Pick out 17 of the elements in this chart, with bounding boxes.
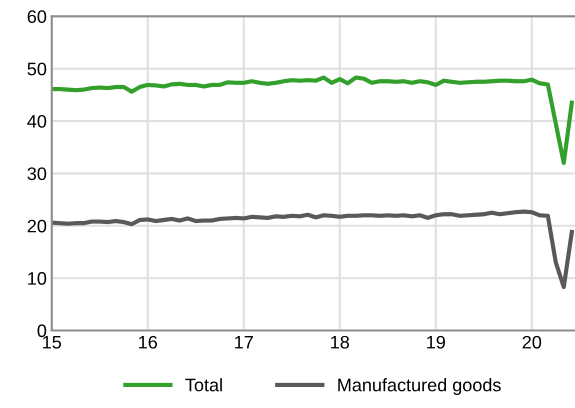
y-tick-label: 50 (28, 62, 46, 76)
x-tick-label: 18 (331, 336, 350, 349)
x-tick-label: 15 (43, 336, 62, 349)
y-tick-label: 30 (27, 167, 46, 180)
legend-label: Manufactured goods (338, 378, 501, 395)
y-tick-label: 0 (38, 324, 46, 338)
y-tick-label: 40 (27, 114, 46, 128)
line-series (52, 210, 574, 290)
y-tick-label: 60 (28, 10, 46, 24)
legend-label: Total (185, 378, 222, 392)
x-tick-label: 17 (235, 336, 253, 348)
line-series (52, 75, 574, 166)
x-tick-label: 19 (427, 336, 445, 349)
y-tick-label: 10 (28, 272, 46, 285)
x-tick-label: 16 (139, 336, 158, 349)
x-tick-label: 20 (522, 336, 542, 349)
y-tick-label: 20 (28, 220, 46, 232)
